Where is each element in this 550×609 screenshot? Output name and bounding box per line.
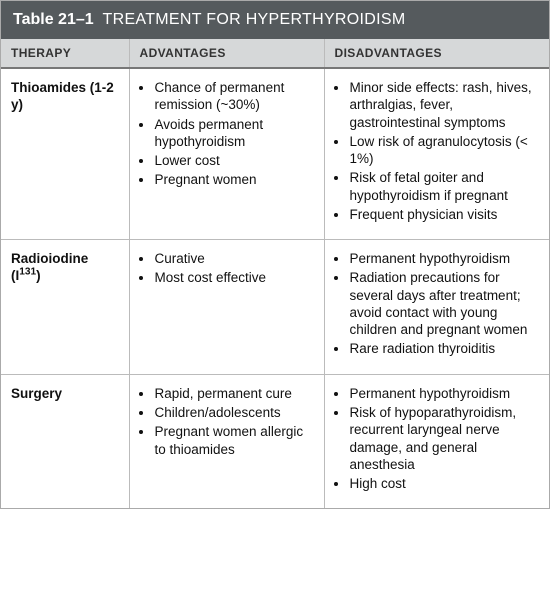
list-item: Pregnant women	[154, 171, 314, 188]
table-title: TREATMENT FOR HYPERTHYROIDISM	[103, 11, 406, 28]
advantages-list: Rapid, permanent cure Children/adolescent…	[140, 385, 314, 458]
list-item: Children/adolescents	[154, 404, 314, 421]
list-item: Curative	[154, 250, 314, 267]
disadvantages-cell: Permanent hypothyroidism Risk of hypopara…	[324, 374, 549, 508]
list-item: Permanent hypothyroidism	[349, 385, 540, 402]
list-item: Risk of fetal goiter and hypothyroidism …	[349, 169, 540, 204]
advantages-list: Chance of permanent remission (~30%)Avoi…	[140, 79, 314, 189]
list-item: Frequent physician visits	[349, 206, 540, 223]
treatment-table: Table 21–1 TREATMENT FOR HYPERTHYROIDISM…	[0, 0, 550, 509]
list-item: High cost	[349, 475, 540, 492]
table-rows: Thioamides (1-2 y)Chance of permanent re…	[1, 68, 549, 508]
table-row: Surgery Rapid, permanent cure Children/ado…	[1, 374, 549, 508]
table-row: Thioamides (1-2 y)Chance of permanent re…	[1, 68, 549, 240]
col-advantages: ADVANTAGES	[129, 39, 324, 68]
disadvantages-cell: Minor side effects: rash, hives, arthral…	[324, 68, 549, 240]
disadvantages-cell: Permanent hypothyroidism Radiation precau…	[324, 240, 549, 375]
advantages-cell: Chance of permanent remission (~30%)Avoi…	[129, 68, 324, 240]
list-item: Radiation precautions for several days a…	[349, 269, 540, 338]
advantages-list: Curative Most cost effective	[140, 250, 314, 287]
list-item: Pregnant women allergic to thioamides	[154, 423, 314, 458]
list-item: Avoids permanent hypothyroidism	[154, 116, 314, 151]
table-title-bar: Table 21–1 TREATMENT FOR HYPERTHYROIDISM	[1, 1, 549, 39]
table-header-row: THERAPY ADVANTAGES DISADVANTAGES	[1, 39, 549, 68]
disadvantages-list: Permanent hypothyroidism Risk of hypopara…	[335, 385, 540, 493]
table-number: Table 21–1	[13, 11, 94, 28]
col-therapy: THERAPY	[1, 39, 129, 68]
list-item: Chance of permanent remission (~30%)	[154, 79, 314, 114]
advantages-cell: Curative Most cost effective	[129, 240, 324, 375]
therapy-cell: Thioamides (1-2 y)	[1, 68, 129, 240]
list-item: Lower cost	[154, 152, 314, 169]
col-disadvantages: DISADVANTAGES	[324, 39, 549, 68]
disadvantages-list: Minor side effects: rash, hives, arthral…	[335, 79, 540, 223]
advantages-cell: Rapid, permanent cure Children/adolescent…	[129, 374, 324, 508]
list-item: Risk of hypoparathyroidism, recurrent la…	[349, 404, 540, 473]
list-item: Minor side effects: rash, hives, arthral…	[349, 79, 540, 131]
therapy-cell: Surgery	[1, 374, 129, 508]
therapy-cell: Radioiodine (I131)	[1, 240, 129, 375]
list-item: Permanent hypothyroidism	[349, 250, 540, 267]
table-body: THERAPY ADVANTAGES DISADVANTAGES Thioami…	[1, 39, 549, 508]
list-item: Rapid, permanent cure	[154, 385, 314, 402]
list-item: Rare radiation thyroiditis	[349, 340, 540, 357]
list-item: Most cost effective	[154, 269, 314, 286]
table-row: Radioiodine (I131) Curative Most cost effe…	[1, 240, 549, 375]
disadvantages-list: Permanent hypothyroidism Radiation precau…	[335, 250, 540, 358]
list-item: Low risk of agranulocytosis (< 1%)	[349, 133, 540, 168]
